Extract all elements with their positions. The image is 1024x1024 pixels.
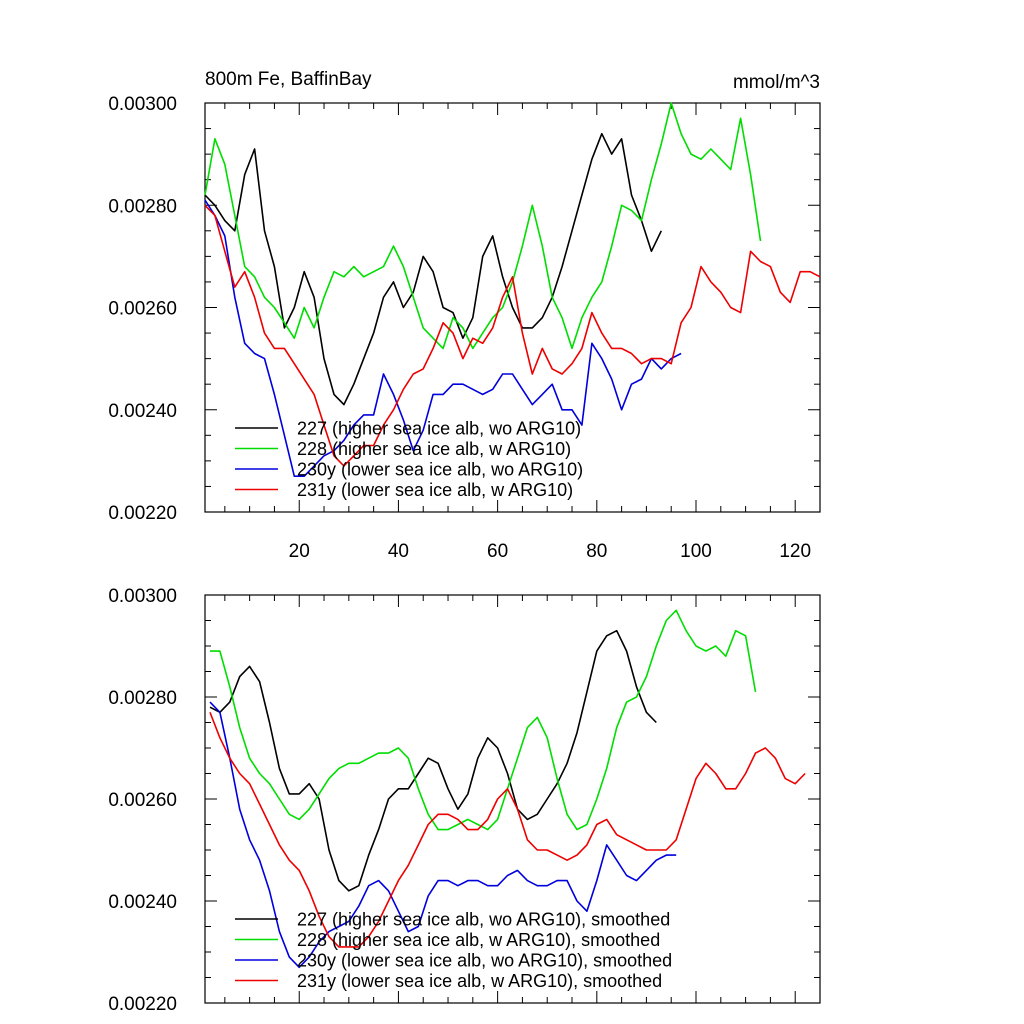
panel-top: 0.00220 0.00240 0.00260 0.00280 0.00300 20 40 6…	[108, 69, 821, 562]
y-tick-label: 0.00260	[108, 790, 177, 811]
legend-label-3: 231y (lower sea ice alb, w ARG10), smoot…	[297, 971, 662, 991]
series-line-1	[204, 102, 762, 350]
legend-label-2: 230y (lower sea ice alb, wo ARG10)	[297, 460, 583, 480]
y-tick-label: 0.00280	[108, 688, 177, 709]
series-line-3	[209, 712, 806, 948]
series-line-2	[209, 701, 677, 969]
legend-label-1: 228 (higher sea ice alb, w ARG10)	[297, 439, 571, 459]
series-line-3	[204, 204, 821, 467]
legend-label-1: 228 (higher sea ice alb, w ARG10), smoot…	[297, 930, 660, 950]
x-tick-label: 100	[680, 541, 712, 562]
series-line-2	[204, 199, 682, 477]
legend-label-0: 227 (higher sea ice alb, wo ARG10), smoo…	[297, 910, 670, 930]
series-line-1	[210, 609, 757, 831]
x-tick-label: 20	[289, 541, 310, 562]
units-label: mmol/m^3	[733, 72, 820, 93]
y-tick-label: 0.00280	[108, 196, 177, 217]
y-tick-label: 0.00260	[108, 299, 177, 320]
series-line-0	[204, 132, 663, 406]
y-tick-label: 0.00240	[108, 892, 177, 913]
legend-label-0: 227 (higher sea ice alb, wo ARG10)	[297, 419, 581, 439]
x-tick-label: 60	[487, 541, 508, 562]
y-tick-label: 0.00300	[108, 586, 177, 607]
chart-title: 800m Fe, BaffinBay	[205, 69, 372, 90]
y-tick-label: 0.00300	[108, 94, 177, 115]
x-tick-label: 40	[388, 541, 409, 562]
legend-label-3: 231y (lower sea ice alb, w ARG10)	[297, 480, 573, 500]
y-tick-label: 0.00240	[108, 401, 177, 422]
legend-label-2: 230y (lower sea ice alb, wo ARG10), smoo…	[297, 951, 672, 971]
series-line-0	[209, 629, 657, 892]
x-tick-label: 80	[586, 541, 607, 562]
y-tick-label: 0.00220	[108, 994, 177, 1015]
panel-bottom: 0.00220 0.00240 0.00260 0.00280 0.00300 227 (…	[108, 586, 821, 1015]
x-tick-label: 120	[779, 541, 811, 562]
y-tick-label: 0.00220	[108, 503, 177, 524]
